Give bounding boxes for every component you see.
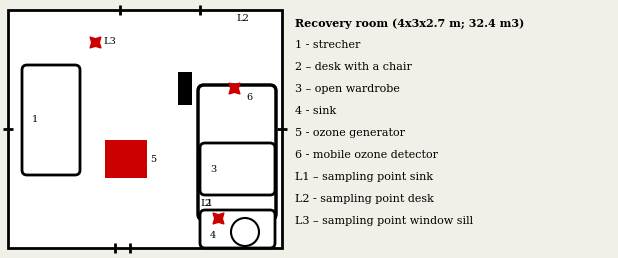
Text: 2 – desk with a chair: 2 – desk with a chair: [295, 62, 412, 72]
Point: [90, 40, 100, 44]
Point: [213, 216, 223, 220]
Bar: [8, 10, 282, 248]
Text: 4 - sink: 4 - sink: [295, 106, 336, 116]
Text: 2: 2: [204, 199, 210, 208]
Text: 5 - ozone generator: 5 - ozone generator: [295, 128, 405, 138]
Text: 5: 5: [150, 155, 156, 164]
Text: 6 - mobile ozone detector: 6 - mobile ozone detector: [295, 150, 438, 160]
Text: 3: 3: [210, 165, 216, 173]
Circle shape: [231, 218, 259, 246]
Text: 1 - strecher: 1 - strecher: [295, 40, 360, 50]
Text: 1: 1: [32, 116, 38, 125]
Text: L1 – sampling point sink: L1 – sampling point sink: [295, 172, 433, 182]
Text: L3 – sampling point window sill: L3 – sampling point window sill: [295, 216, 473, 226]
Bar: [178, 72, 192, 105]
FancyBboxPatch shape: [200, 210, 275, 248]
Bar: [105, 140, 147, 178]
Text: Recovery room (4x3x2.7 m; 32.4 m3): Recovery room (4x3x2.7 m; 32.4 m3): [295, 18, 524, 29]
Text: 3 – open wardrobe: 3 – open wardrobe: [295, 84, 400, 94]
FancyBboxPatch shape: [200, 143, 275, 195]
Text: L2: L2: [236, 14, 249, 23]
FancyBboxPatch shape: [198, 85, 276, 220]
Text: 4: 4: [210, 231, 216, 240]
Text: L3: L3: [103, 37, 116, 46]
Point: [229, 86, 239, 90]
FancyBboxPatch shape: [22, 65, 80, 175]
Text: L1: L1: [200, 199, 213, 208]
Text: L2 - sampling point desk: L2 - sampling point desk: [295, 194, 434, 204]
Text: 6: 6: [246, 93, 252, 102]
